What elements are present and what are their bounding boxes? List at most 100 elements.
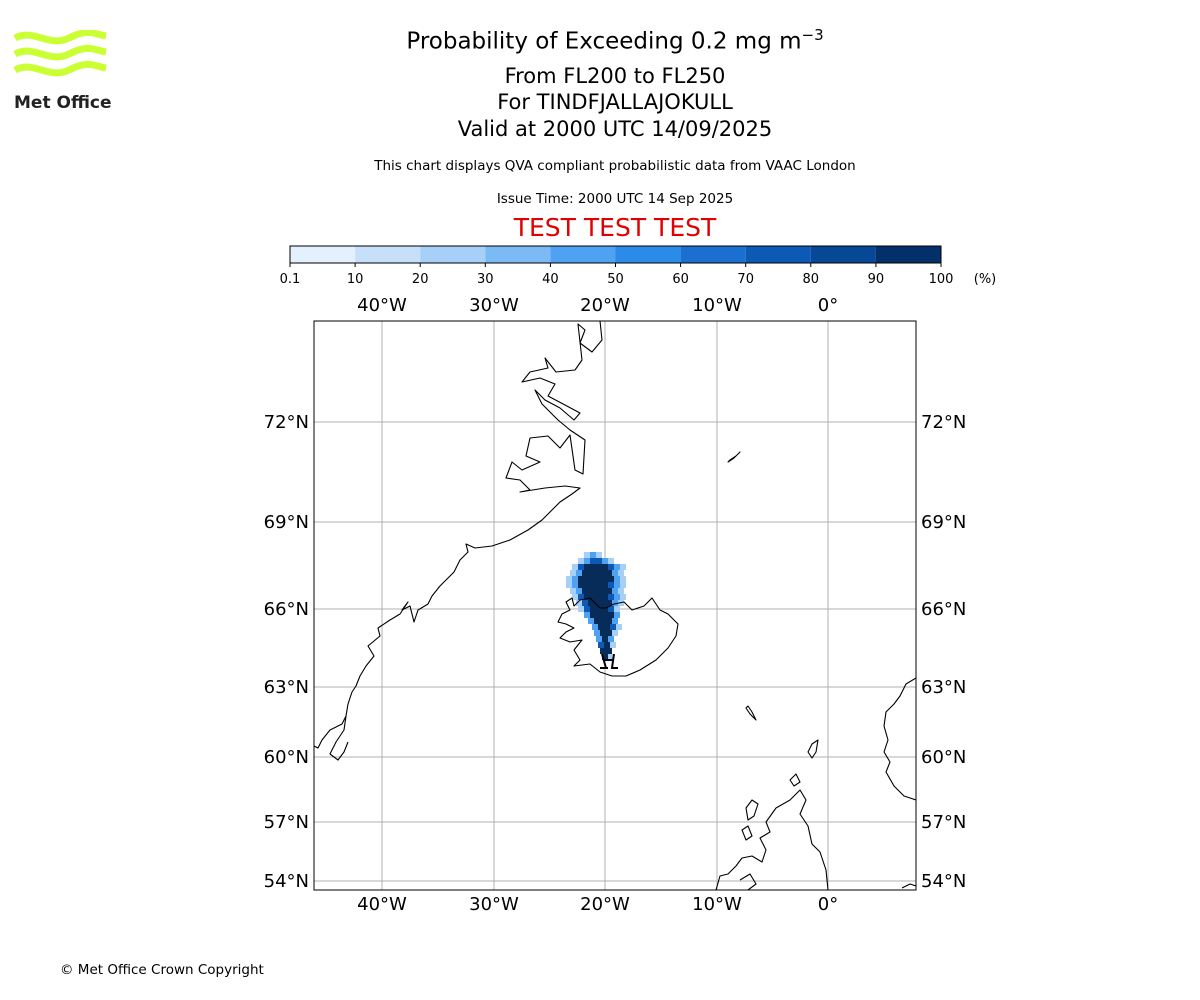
plume-cell <box>596 594 602 600</box>
plume-cell <box>602 612 608 618</box>
plume-cell <box>566 582 572 588</box>
plume-cell <box>608 576 614 582</box>
map-frame <box>313 320 917 891</box>
plume-cell <box>582 570 588 576</box>
colorbar-unit: (%) <box>974 272 997 287</box>
colorbar-segment <box>680 246 746 263</box>
volcano-name: For TINDFJALLAJOKULL <box>497 90 733 114</box>
longitude-label: 30°W <box>469 894 519 915</box>
plume-cell <box>584 558 590 564</box>
plume-cell <box>608 558 614 564</box>
colorbar-tick-label: 70 <box>737 272 754 287</box>
plume-cell <box>602 564 608 570</box>
plume-cell <box>616 624 622 630</box>
plume-cell <box>594 570 600 576</box>
colorbar-segment <box>485 246 551 263</box>
plume-cell <box>602 594 608 600</box>
plume-cell <box>578 594 584 600</box>
longitude-label: 40°W <box>357 295 407 316</box>
coastline-iceland <box>557 597 679 677</box>
plume-cell <box>602 636 608 642</box>
plume-cell <box>588 570 594 576</box>
plume-cell <box>600 648 606 654</box>
colorbar-tick-label: 20 <box>412 272 429 287</box>
plume-cell <box>596 576 602 582</box>
coastline-greenland-south <box>329 715 349 761</box>
logo-text: Met Office <box>14 93 112 112</box>
plume-cell <box>618 588 624 594</box>
plume-cell <box>584 582 590 588</box>
map-panel: 40°W 40°W 30°W 30°W 20°W 20°W 10°W 10°W 0° 0° 72°N… <box>264 295 967 915</box>
plume-cell <box>606 600 612 606</box>
latitude-label: 66°N <box>921 599 966 620</box>
plume-cell <box>606 570 612 576</box>
plume-cell <box>620 576 626 582</box>
coastline-denmark <box>901 883 916 889</box>
plume-cell <box>600 630 606 636</box>
coastline-faroe <box>745 705 757 721</box>
ash-probability-plume <box>566 552 626 660</box>
plume-cell <box>572 582 578 588</box>
test-watermark: TEST TEST TEST <box>513 213 717 242</box>
plume-cell <box>596 582 602 588</box>
colorbar-segment <box>290 246 356 263</box>
plume-cell <box>570 570 576 576</box>
plume-cell <box>596 612 602 618</box>
plume-cell <box>602 654 608 660</box>
colorbar-segment <box>615 246 681 263</box>
plume-cell <box>594 630 600 636</box>
plume-cell <box>570 588 576 594</box>
plume-cell <box>614 564 620 570</box>
latitude-label: 72°N <box>921 412 966 433</box>
latitude-label: 60°N <box>921 747 966 768</box>
longitude-label: 20°W <box>580 295 630 316</box>
plume-cell <box>610 624 616 630</box>
plume-cell <box>618 570 624 576</box>
latitude-label: 54°N <box>264 871 309 892</box>
latitude-label: 54°N <box>921 871 966 892</box>
plume-cell <box>594 588 600 594</box>
plume-cell <box>606 588 612 594</box>
latitude-label: 57°N <box>264 812 309 833</box>
latitude-label: 72°N <box>264 412 309 433</box>
plume-cell <box>602 558 608 564</box>
plume-cell <box>608 612 614 618</box>
coastlines <box>314 321 916 890</box>
plume-cell <box>604 642 610 648</box>
plume-cell <box>582 600 588 606</box>
copyright-notice: © Met Office Crown Copyright <box>60 962 264 978</box>
plume-cell <box>584 594 590 600</box>
plume-cell <box>572 564 578 570</box>
plume-cell <box>588 618 594 624</box>
plume-cell <box>612 588 618 594</box>
plume-cell <box>602 576 608 582</box>
plume-cell <box>596 552 602 558</box>
longitude-label: 10°W <box>692 295 742 316</box>
plume-cell <box>566 576 572 582</box>
coastline-jan-mayen <box>727 451 741 463</box>
plume-cell <box>608 594 614 600</box>
colorbar-segment <box>875 246 941 263</box>
longitude-label: 40°W <box>357 894 407 915</box>
flight-level-range: From FL200 to FL250 <box>504 64 726 88</box>
colorbar: 0.1 10 20 30 40 50 60 70 80 90 100 (%) <box>280 245 997 287</box>
plume-cell <box>576 570 582 576</box>
plume-cell <box>590 576 596 582</box>
plume-cell <box>584 576 590 582</box>
plume-cell <box>600 600 606 606</box>
plume-cell <box>576 588 582 594</box>
logo-waves <box>14 30 107 77</box>
plume-cell <box>608 606 614 612</box>
colorbar-tick-label: 100 <box>929 272 954 287</box>
latitude-label: 57°N <box>921 812 966 833</box>
plume-cell <box>578 606 584 612</box>
plume-cell <box>620 564 626 570</box>
coastline-norway <box>883 677 916 801</box>
met-office-logo: Met Office <box>14 30 112 112</box>
plume-cell <box>606 648 612 654</box>
coastline-hebrides <box>741 799 759 841</box>
plume-cell <box>584 564 590 570</box>
colorbar-tick-label: 30 <box>477 272 494 287</box>
plume-cell <box>596 564 602 570</box>
